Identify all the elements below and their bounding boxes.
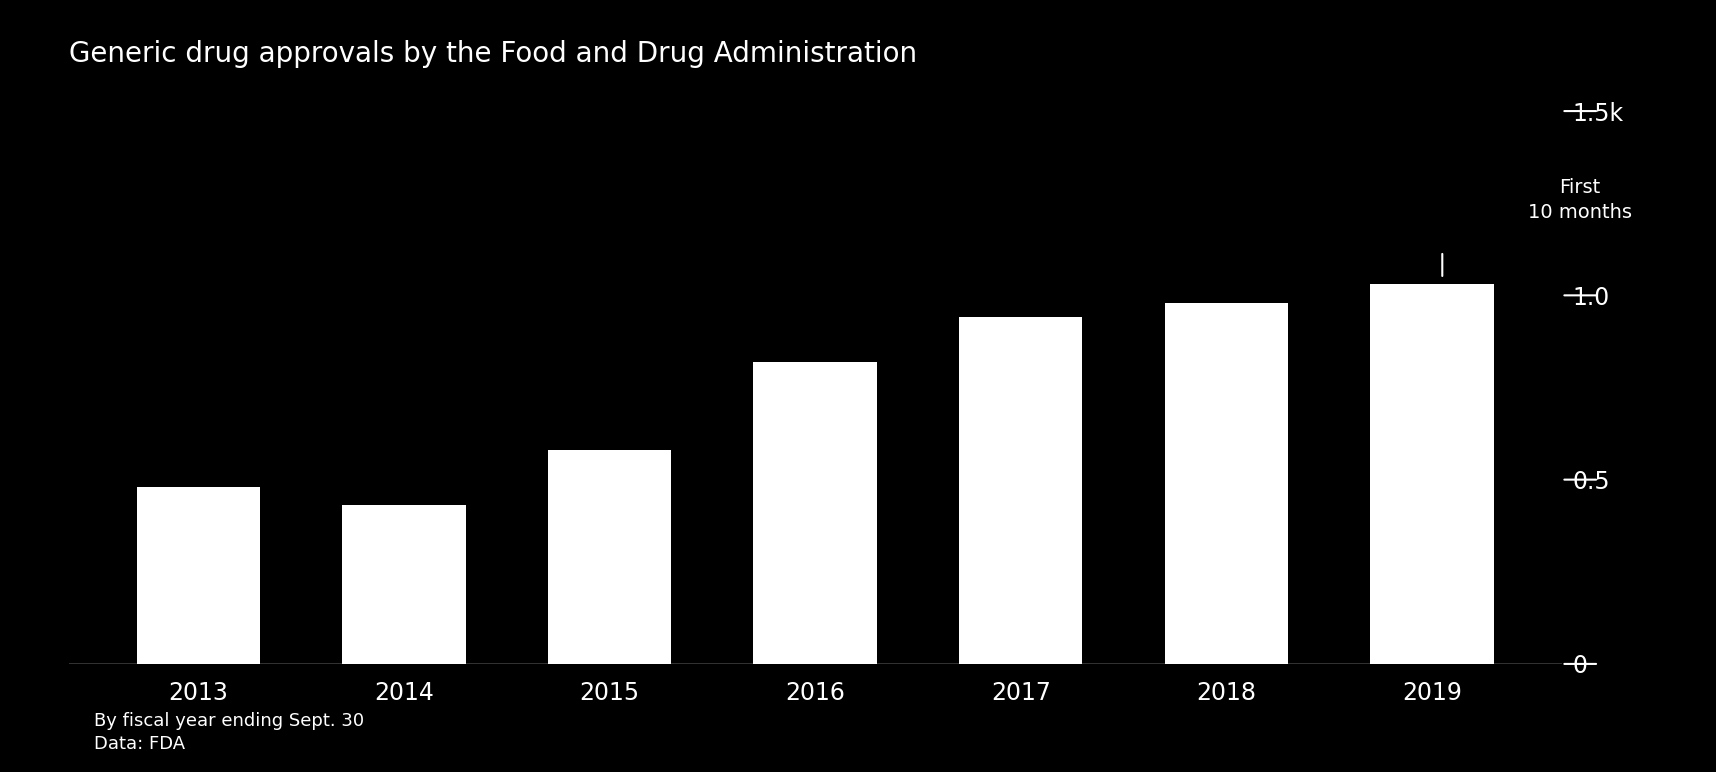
Text: Data: FDA: Data: FDA	[94, 735, 185, 753]
Text: Generic drug approvals by the Food and Drug Administration: Generic drug approvals by the Food and D…	[69, 40, 916, 68]
Text: First
10 months: First 10 months	[1527, 178, 1632, 222]
Bar	[547, 450, 671, 664]
Bar	[1165, 303, 1289, 664]
Bar	[341, 506, 465, 664]
Bar	[753, 362, 877, 664]
Bar	[1371, 284, 1493, 664]
Bar	[959, 317, 1083, 664]
Text: By fiscal year ending Sept. 30: By fiscal year ending Sept. 30	[94, 712, 364, 730]
Bar	[137, 487, 259, 664]
